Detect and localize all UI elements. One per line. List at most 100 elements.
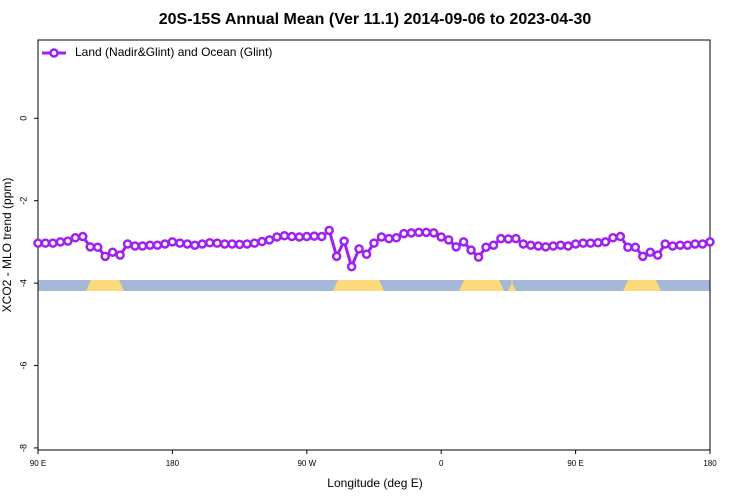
- data-point: [309, 231, 320, 241]
- data-point: [660, 239, 670, 249]
- data-point: [593, 237, 603, 248]
- data-point: [697, 239, 708, 249]
- data-point: [100, 251, 110, 262]
- data-point: [212, 238, 222, 248]
- data-point: [234, 239, 245, 250]
- data-point: [376, 232, 387, 242]
- x-tick-label: 90 E: [30, 459, 46, 468]
- data-point: [630, 242, 641, 253]
- data-point: [481, 242, 491, 253]
- data-point: [473, 252, 484, 262]
- y-tick-label: 0: [18, 116, 28, 121]
- data-point: [339, 236, 349, 246]
- data-point: [428, 228, 439, 238]
- data-point: [540, 242, 551, 252]
- data-point: [331, 251, 342, 262]
- data-point: [682, 240, 693, 250]
- data-point: [496, 233, 506, 244]
- data-point: [204, 237, 215, 248]
- data-point: [242, 239, 252, 249]
- data-point: [272, 232, 282, 242]
- data-point: [55, 237, 66, 247]
- data-point: [78, 231, 88, 242]
- data-point: [458, 237, 469, 247]
- data-point: [130, 241, 140, 251]
- land-patch: [508, 280, 516, 291]
- data-point: [145, 240, 155, 250]
- data-point: [70, 233, 81, 243]
- land-patch: [333, 280, 384, 291]
- data-point: [257, 236, 267, 247]
- data-point: [608, 233, 618, 243]
- data-point: [92, 242, 103, 253]
- data-point: [294, 232, 305, 242]
- data-point: [152, 240, 163, 250]
- data-point: [638, 251, 648, 262]
- data-point: [414, 227, 424, 238]
- data-point: [33, 238, 43, 248]
- data-point: [287, 231, 297, 242]
- data-point: [115, 250, 125, 260]
- y-tick-label: -4: [18, 279, 28, 287]
- data-point: [279, 230, 290, 241]
- land-patch: [623, 280, 661, 291]
- data-point: [122, 239, 133, 249]
- data-point: [518, 239, 529, 249]
- data-point: [384, 233, 394, 244]
- data-point: [466, 245, 476, 255]
- data-point: [436, 232, 446, 242]
- data-point: [563, 241, 573, 251]
- data-point: [264, 235, 275, 245]
- x-tick-label: 180: [703, 459, 717, 468]
- data-point: [406, 228, 417, 238]
- data-point: [526, 240, 536, 250]
- legend-marker: [49, 48, 59, 58]
- data-point: [137, 241, 148, 251]
- data-point: [645, 247, 656, 257]
- x-tick-label: 180: [166, 459, 180, 468]
- data-point: [600, 237, 611, 247]
- data-point: [40, 238, 51, 248]
- land-patch: [86, 280, 124, 291]
- chart-title: 20S-15S Annual Mean (Ver 11.1) 2014-09-0…: [159, 11, 592, 28]
- y-tick-label: -8: [18, 444, 28, 452]
- data-point: [249, 238, 260, 248]
- data-point: [302, 231, 312, 242]
- data-point: [451, 242, 461, 252]
- data-point: [361, 249, 372, 260]
- data-point: [175, 238, 185, 248]
- data-point: [705, 237, 715, 247]
- legend-label: Land (Nadir&Glint) and Ocean (Glint): [75, 45, 272, 59]
- data-point: [85, 242, 96, 252]
- land-patch: [459, 280, 504, 291]
- data-point: [346, 261, 357, 272]
- data-point: [503, 234, 514, 244]
- y-tick-label: -2: [18, 197, 28, 205]
- x-tick-label: 90 E: [567, 459, 583, 468]
- data-point: [675, 240, 685, 250]
- data-point: [107, 247, 118, 257]
- data-point: [585, 238, 596, 248]
- data-point: [548, 241, 558, 251]
- data-point: [219, 239, 230, 249]
- data-point: [354, 244, 364, 254]
- data-point: [623, 242, 633, 253]
- data-point: [316, 231, 327, 242]
- data-point: [182, 239, 193, 249]
- data-point: [615, 231, 626, 242]
- data-point: [369, 238, 379, 248]
- x-axis-label: Longitude (deg E): [327, 476, 422, 490]
- data-point: [555, 240, 566, 250]
- data-point: [421, 227, 432, 238]
- data-point: [391, 233, 402, 243]
- data-point: [48, 238, 58, 248]
- data-point: [160, 239, 170, 249]
- data-point: [570, 239, 581, 249]
- data-point: [578, 238, 588, 248]
- data-point: [63, 236, 73, 246]
- data-point: [227, 239, 237, 249]
- data-point: [324, 225, 334, 236]
- data-point: [443, 235, 454, 245]
- y-tick-label: -6: [18, 362, 28, 370]
